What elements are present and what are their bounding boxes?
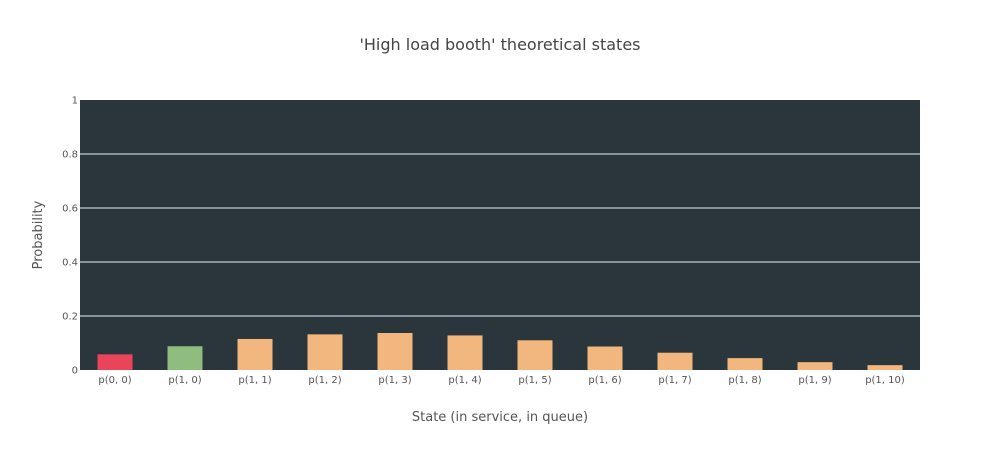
y-tick-label: 0.6 <box>62 204 78 215</box>
x-tick-label: p(1, 1) <box>238 375 271 386</box>
x-tick-label: p(1, 9) <box>798 375 831 386</box>
bar[interactable] <box>377 333 413 370</box>
bars <box>97 333 903 370</box>
bar[interactable] <box>657 352 693 370</box>
y-tick-label: 0.2 <box>62 312 78 323</box>
plot-area <box>80 100 920 370</box>
y-tick-label: 0.4 <box>62 258 78 269</box>
bar[interactable] <box>587 346 623 370</box>
bar[interactable] <box>447 335 483 370</box>
x-tick-label: p(1, 3) <box>378 375 411 386</box>
bar[interactable] <box>237 338 273 370</box>
y-tick-label: 0 <box>72 366 78 377</box>
x-tick-label: p(1, 10) <box>865 375 905 386</box>
bar[interactable] <box>727 358 763 370</box>
x-tick-label: p(0, 0) <box>98 375 131 386</box>
y-tick-labels: 0 0.2 0.4 0.6 0.8 1 <box>62 96 78 377</box>
bar[interactable] <box>517 340 553 370</box>
y-axis-title: Probability <box>31 200 46 269</box>
y-tick-label: 1 <box>72 96 78 107</box>
x-tick-label: p(1, 6) <box>588 375 621 386</box>
bar[interactable] <box>867 365 903 370</box>
chart-title: 'High load booth' theoretical states <box>359 35 640 54</box>
bar[interactable] <box>97 354 133 370</box>
grid-lines <box>80 153 920 317</box>
x-tick-label: p(1, 8) <box>728 375 761 386</box>
x-tick-label: p(1, 4) <box>448 375 481 386</box>
x-axis-title: State (in service, in queue) <box>412 410 588 425</box>
x-tick-labels: p(0, 0) p(1, 0) p(1, 1) p(1, 2) p(1, 3) p(1, … <box>98 375 905 386</box>
x-tick-label: p(1, 2) <box>308 375 341 386</box>
x-tick-label: p(1, 7) <box>658 375 691 386</box>
bar[interactable] <box>797 362 833 370</box>
x-tick-label: p(1, 5) <box>518 375 551 386</box>
bar[interactable] <box>167 346 203 370</box>
x-tick-label: p(1, 0) <box>168 375 201 386</box>
bar[interactable] <box>307 334 343 370</box>
y-tick-label: 0.8 <box>62 150 78 161</box>
